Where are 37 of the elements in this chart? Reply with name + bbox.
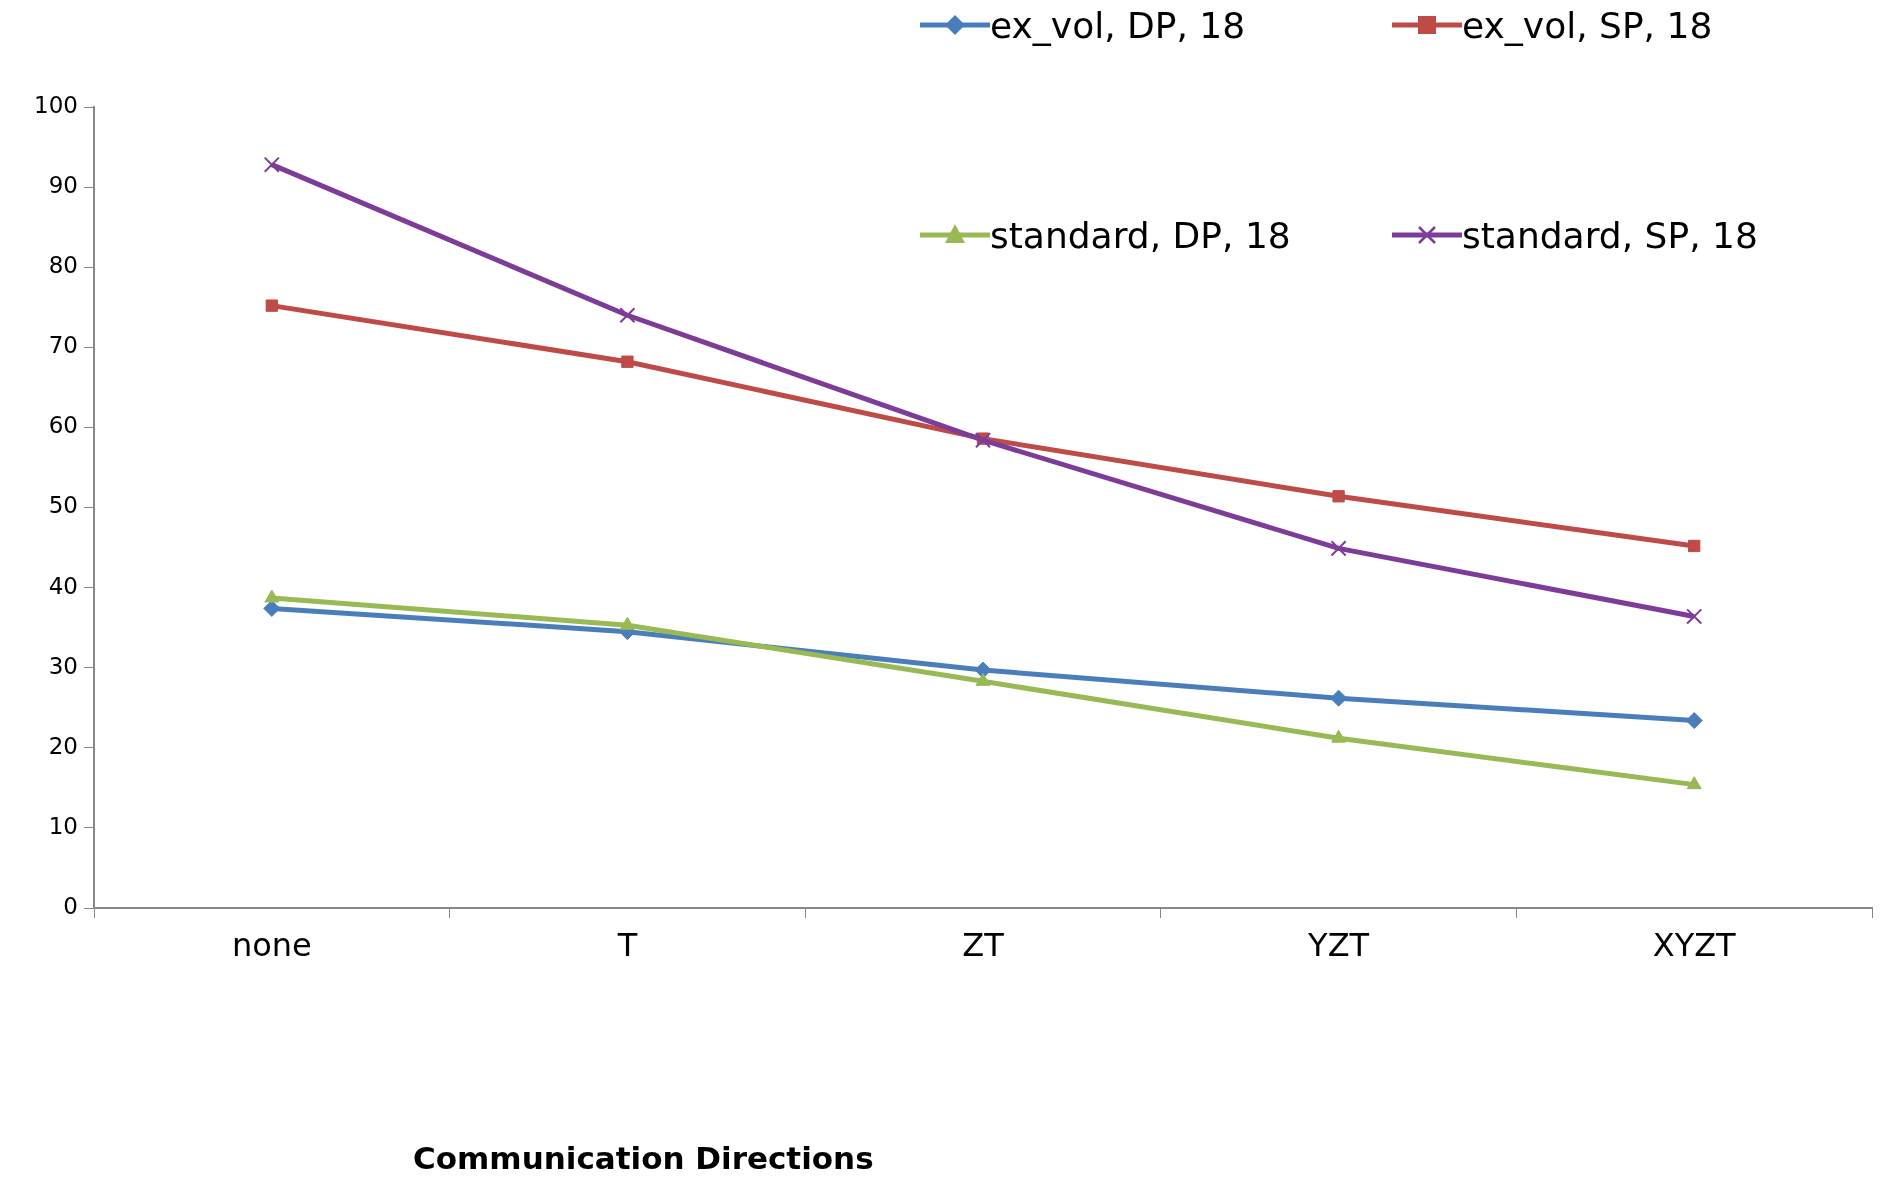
y-tick-label: 40 [48,572,78,599]
x-tick-label: T [616,925,638,964]
point [974,432,992,449]
x-tick-label: none [231,925,312,964]
y-tick-label: 80 [48,252,78,279]
y-tick-label: 100 [34,91,78,118]
y-tick-label: 20 [48,732,78,759]
x-tick-label: XYZT [1652,925,1737,964]
point [264,589,280,603]
y-tick-label: 60 [48,412,78,439]
y-tick-label: 0 [63,892,78,919]
point [621,355,634,368]
y-tick-label: 50 [48,492,78,519]
point [263,156,280,173]
point [1330,540,1347,557]
point [1332,490,1345,503]
y-tick-label: 10 [48,812,78,839]
point [1686,608,1703,625]
x-tick-label: YZT [1307,925,1370,964]
point [975,672,991,686]
point [1686,776,1702,790]
y-tick-label: 90 [48,172,78,199]
x-tick-label: ZT [962,925,1005,964]
point [1688,539,1701,553]
point [619,307,636,324]
point [1331,729,1347,743]
legend-label: standard, SP, 18 [1462,214,1758,256]
point [265,299,278,312]
legend-label: standard, DP, 18 [990,214,1291,256]
text: Communication Directions [413,1140,874,1176]
y-tick-label: 30 [48,652,78,679]
legend-label: ex_vol, SP, 18 [1462,4,1713,46]
point [619,616,635,630]
point [1330,689,1348,707]
point [1685,712,1703,730]
legend-label: ex_vol, DP, 18 [990,4,1246,46]
y-tick-label: 70 [48,332,78,359]
